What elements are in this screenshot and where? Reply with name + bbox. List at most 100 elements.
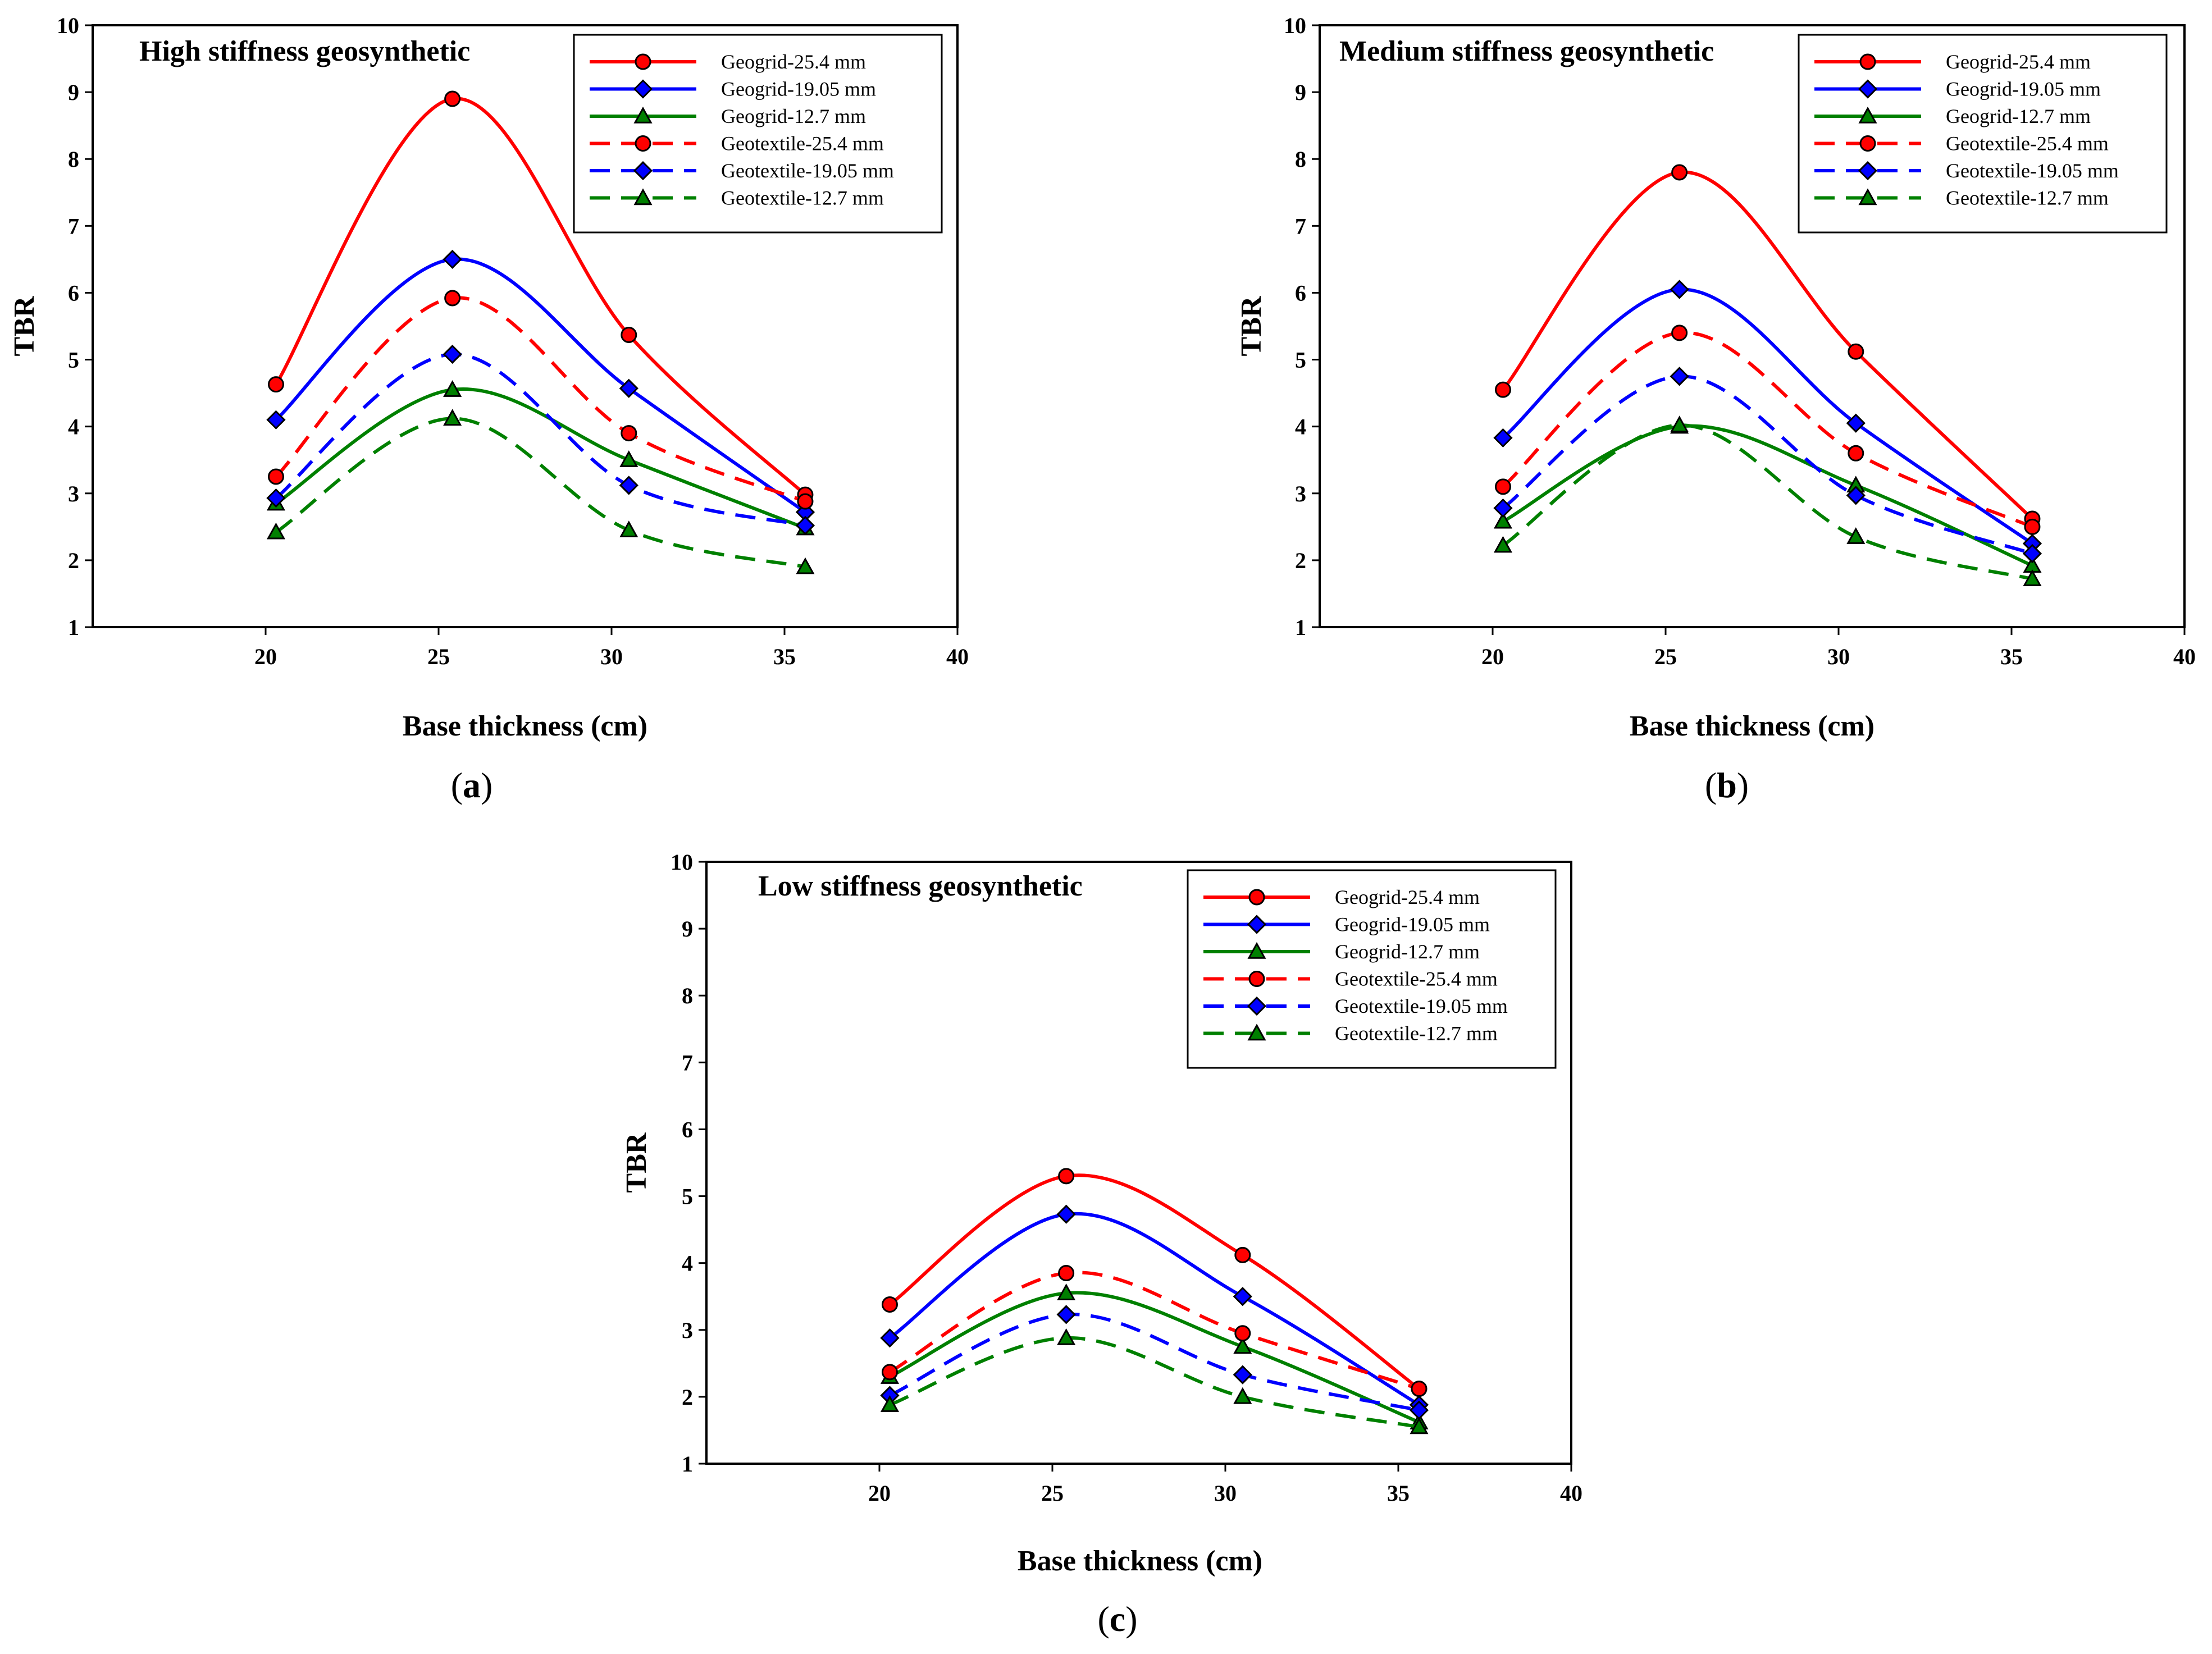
legend-entry-label: Geotextile-25.4 mm: [1335, 968, 1498, 990]
data-point-geotextile-19-05-mm: [1493, 498, 1513, 518]
y-tick-label: 8: [1295, 147, 1306, 172]
data-point-geotextile-19-05-mm: [443, 344, 462, 364]
data-point-geogrid-12-7-mm: [1057, 1283, 1076, 1300]
legend-entry-label: Geogrid-19.05 mm: [1946, 78, 2101, 100]
y-tick-label: 8: [682, 983, 693, 1008]
panel-caption: (a): [451, 765, 493, 805]
data-point-geotextile-25-4-mm: [1058, 1265, 1075, 1282]
legend-entry-label: Geotextile-12.7 mm: [1946, 187, 2109, 209]
y-tick-label: 9: [68, 80, 79, 105]
data-point-geotextile-25-4-mm: [797, 493, 814, 510]
panel-caption: (c): [1097, 1599, 1137, 1639]
data-point-geotextile-25-4-mm: [1494, 478, 1511, 495]
series-line-geotextile-12-7-mm: [889, 1336, 1420, 1429]
chart-panel-c: Low stiffness geosynthetic Base thicknes…: [621, 849, 1582, 1639]
data-point-geotextile-12-7-mm: [266, 522, 286, 540]
series-line-geogrid-25-4-mm: [888, 1173, 1420, 1390]
y-tick-label: 10: [57, 13, 79, 38]
data-point-geotextile-19-05-mm: [795, 515, 815, 536]
series-line-geogrid-19-05-mm: [1502, 287, 2033, 545]
y-tick-label: 4: [682, 1251, 693, 1276]
series-line-geotextile-19-05-mm: [1502, 374, 2033, 555]
x-tick-label: 35: [1387, 1481, 1410, 1506]
data-point-geotextile-12-7-mm: [1846, 527, 1866, 544]
y-tick-label: 4: [68, 414, 79, 440]
y-axis-label: TBR: [8, 295, 40, 356]
y-tick-label: 1: [682, 1451, 693, 1477]
data-point-geogrid-19-05-mm: [1056, 1204, 1076, 1224]
y-tick-label: 1: [1295, 615, 1306, 640]
legend-entry-label: Geogrid-25.4 mm: [1946, 51, 2091, 73]
y-tick-label: 7: [1295, 213, 1306, 239]
x-tick-label: 30: [600, 644, 623, 669]
series-line-geotextile-25-4-mm: [275, 296, 806, 503]
y-axis-label: TBR: [1235, 295, 1267, 356]
data-point-geotextile-25-4-mm: [881, 1364, 898, 1381]
legend-entry-label: Geogrid-25.4 mm: [721, 51, 866, 73]
x-tick-label: 30: [1214, 1481, 1237, 1506]
y-tick-label: 2: [682, 1385, 693, 1410]
legend-entry-label: Geotextile-12.7 mm: [1335, 1022, 1498, 1045]
data-point-geotextile-12-7-mm: [1670, 415, 1689, 432]
plot-area-frame: [705, 861, 1572, 1465]
data-point-geogrid-19-05-mm: [619, 378, 638, 398]
data-point-geogrid-19-05-mm: [443, 249, 462, 269]
data-point-geogrid-12-7-mm: [1233, 1337, 1252, 1354]
data-point-geotextile-19-05-mm: [2022, 543, 2042, 564]
chart-title: Medium stiffness geosynthetic: [1339, 35, 1714, 67]
series-line-geotextile-19-05-mm: [275, 353, 806, 527]
data-point-geotextile-25-4-mm: [1234, 1325, 1251, 1342]
data-point-geogrid-25-4-mm: [1848, 343, 1864, 360]
data-point-geotextile-25-4-mm: [444, 290, 461, 307]
legend-marker: [633, 188, 653, 205]
data-point-geotextile-19-05-mm: [266, 488, 286, 508]
data-point-geotextile-25-4-mm: [1411, 1381, 1427, 1397]
series-line-geotextile-12-7-mm: [1502, 423, 2033, 581]
data-point-geotextile-25-4-mm: [621, 425, 637, 442]
legend-entry-label: Geogrid-12.7 mm: [1946, 105, 2091, 127]
chart-title: Low stiffness geosynthetic: [758, 870, 1083, 902]
x-tick-label: 20: [254, 644, 277, 669]
x-axis-label: Base thickness (cm): [1018, 1545, 1262, 1577]
data-point-geotextile-25-4-mm: [1671, 325, 1688, 341]
x-tick-label: 25: [1654, 644, 1677, 669]
data-point-geogrid-12-7-mm: [443, 380, 462, 397]
series-line-geogrid-19-05-mm: [888, 1212, 1420, 1406]
x-tick-label: 20: [868, 1481, 891, 1506]
legend-entry-label: Geotextile-12.7 mm: [721, 187, 884, 209]
legend-entry-label: Geotextile-19.05 mm: [1946, 159, 2119, 182]
series-line-geogrid-12-7-mm: [275, 387, 806, 530]
plot-area-frame: [92, 24, 959, 628]
x-tick-label: 40: [2173, 644, 2196, 669]
legend-entry-label: Geotextile-19.05 mm: [721, 159, 894, 182]
chart-title: High stiffness geosynthetic: [139, 35, 470, 67]
y-tick-label: 1: [68, 615, 79, 640]
data-point-geotextile-19-05-mm: [619, 476, 638, 495]
y-tick-label: 2: [1295, 548, 1306, 573]
x-tick-label: 20: [1481, 644, 1504, 669]
y-tick-label: 3: [68, 481, 79, 506]
panel-caption: (b): [1705, 765, 1749, 805]
legend-entry-label: Geogrid-25.4 mm: [1335, 886, 1480, 908]
data-point-geogrid-25-4-mm: [621, 326, 637, 343]
x-tick-label: 25: [1041, 1481, 1064, 1506]
data-point-geotextile-25-4-mm: [267, 468, 284, 485]
legend-marker: [1248, 889, 1265, 906]
legend-entry-label: Geotextile-25.4 mm: [721, 132, 884, 155]
y-tick-label: 10: [1284, 13, 1306, 38]
series-line-geotextile-25-4-mm: [1502, 331, 2033, 529]
plot-area-frame: [1319, 24, 2186, 628]
y-tick-label: 4: [1295, 414, 1306, 440]
y-tick-label: 9: [1295, 80, 1306, 105]
legend-marker: [1858, 79, 1878, 99]
legend-marker: [633, 106, 653, 124]
data-point-geogrid-25-4-mm: [881, 1296, 898, 1313]
data-point-geogrid-19-05-mm: [1493, 428, 1513, 448]
x-tick-label: 40: [946, 644, 969, 669]
legend-marker: [1858, 188, 1877, 205]
data-point-geotextile-12-7-mm: [880, 1395, 900, 1412]
legend-entry-label: Geogrid-12.7 mm: [1335, 940, 1480, 963]
y-tick-label: 5: [1295, 348, 1306, 373]
y-tick-label: 5: [682, 1184, 693, 1209]
